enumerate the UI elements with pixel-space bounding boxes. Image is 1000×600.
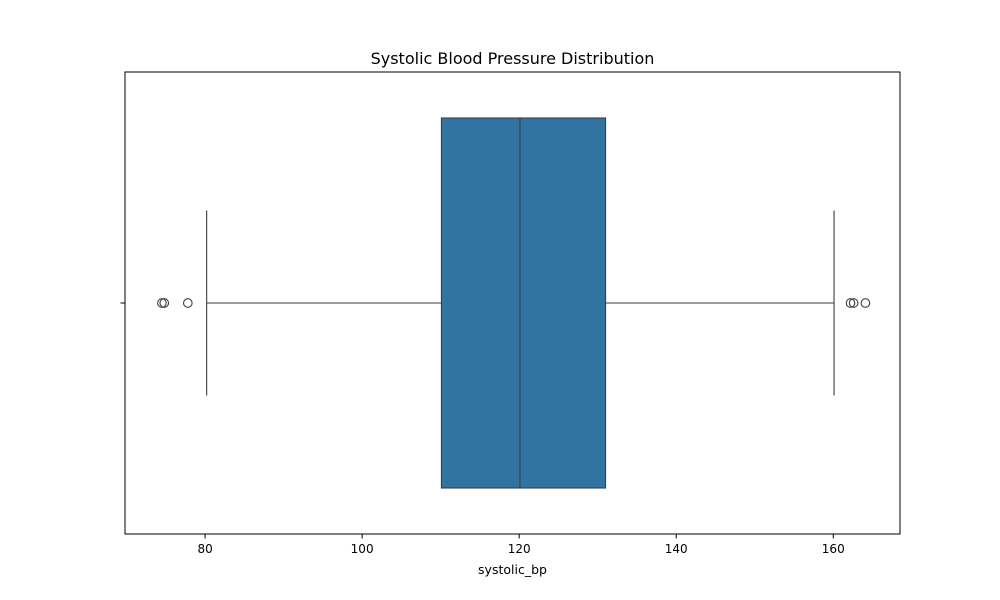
x-tick-label: 160 (822, 542, 845, 556)
outlier-point (182, 298, 193, 308)
x-tick-label: 140 (665, 542, 688, 556)
chart-title: Systolic Blood Pressure Distribution (371, 49, 655, 68)
outlier-point (157, 298, 167, 308)
outlier-point (860, 298, 871, 308)
outlier-point (848, 298, 859, 308)
x-tick-label: 120 (508, 542, 531, 556)
x-axis-label: systolic_bp (478, 562, 547, 577)
x-axis-ticks: 80 100 120 140 160 (197, 534, 845, 556)
box-group (157, 117, 871, 489)
outlier-point (159, 298, 170, 308)
x-tick-label: 100 (351, 542, 374, 556)
iqr-box (440, 117, 607, 489)
outlier-point (845, 298, 856, 308)
x-tick-label: 80 (197, 542, 212, 556)
